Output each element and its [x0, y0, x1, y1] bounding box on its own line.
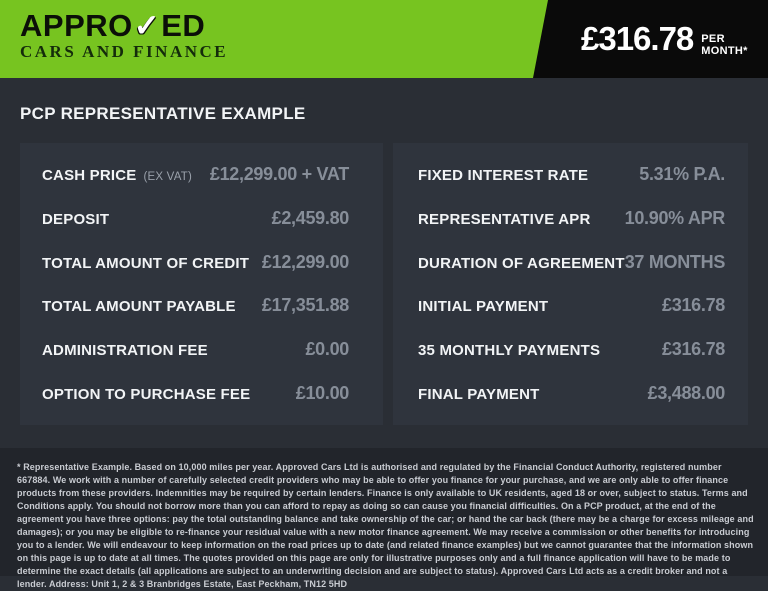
row-label: 35 MONTHLY PAYMENTS — [418, 341, 601, 359]
page-title: PCP REPRESENTATIVE EXAMPLE — [20, 104, 306, 123]
row-label: INITIAL PAYMENT — [418, 298, 549, 316]
row-label: TOTAL AMOUNT PAYABLE — [42, 298, 236, 316]
row-value: 37 MONTHS — [624, 251, 726, 272]
row-value: £3,488.00 — [647, 382, 726, 403]
row-35-monthly-payments: 35 MONTHLY PAYMENTS £316.78 — [393, 339, 748, 360]
row-duration-of-agreement: DURATION OF AGREEMENT 37 MONTHS — [393, 252, 748, 273]
row-total-amount-of-credit: TOTAL AMOUNT OF CREDIT £12,299.00 — [20, 252, 383, 273]
finance-panel-left: CASH PRICE (EX VAT) £12,299.00 + VAT DEPO… — [20, 143, 383, 425]
monthly-price-amount: £316.78 — [581, 20, 694, 57]
row-label: TOTAL AMOUNT OF CREDIT — [42, 254, 250, 272]
row-final-payment: FINAL PAYMENT £3,488.00 — [393, 383, 748, 404]
row-label: DEPOSIT — [42, 210, 110, 228]
main-content: PCP REPRESENTATIVE EXAMPLE CASH PRICE (EX… — [0, 78, 768, 448]
header: APPRO✓ED CARS AND FINANCE £316.78 PER MO… — [0, 0, 768, 78]
row-value: £0.00 — [305, 338, 349, 359]
row-representative-apr: REPRESENTATIVE APR 10.90% APR — [393, 208, 748, 229]
row-label: FINAL PAYMENT — [418, 385, 540, 403]
finance-panel-right: FIXED INTEREST RATE 5.31% P.A. REPRESENT… — [393, 143, 748, 425]
row-value: £17,351.88 — [261, 295, 349, 316]
footer: * Representative Example. Based on 10,00… — [0, 448, 768, 589]
row-cash-price: CASH PRICE (EX VAT) £12,299.00 + VAT — [20, 164, 383, 185]
row-deposit: DEPOSIT £2,459.80 — [20, 208, 383, 229]
monthly-price-suffix: PER MONTH* — [701, 33, 748, 57]
brand-logo-name-post: ED — [161, 8, 206, 43]
finance-panels: CASH PRICE (EX VAT) £12,299.00 + VAT DEPO… — [20, 143, 748, 425]
brand-logo-name-pre: APPRO — [20, 8, 133, 43]
row-value: £12,299.00 + VAT — [209, 164, 349, 185]
row-value: £316.78 — [662, 295, 725, 316]
row-fixed-interest-rate: FIXED INTEREST RATE 5.31% P.A. — [393, 164, 748, 185]
row-value: £12,299.00 — [261, 251, 349, 272]
brand-logo-name: APPRO✓ED — [20, 10, 228, 41]
checkmark-icon: ✓ — [133, 8, 161, 43]
brand-logo: APPRO✓ED CARS AND FINANCE — [20, 10, 228, 60]
row-label: CASH PRICE (EX VAT) — [42, 167, 192, 184]
row-label-text: CASH PRICE — [42, 167, 137, 185]
row-administration-fee: ADMINISTRATION FEE £0.00 — [20, 339, 383, 360]
row-option-to-purchase-fee: OPTION TO PURCHASE FEE £10.00 — [20, 383, 383, 404]
row-total-amount-payable: TOTAL AMOUNT PAYABLE £17,351.88 — [20, 295, 383, 316]
row-value: 5.31% P.A. — [639, 164, 725, 185]
row-initial-payment: INITIAL PAYMENT £316.78 — [393, 295, 748, 316]
row-value: 10.90% APR — [624, 207, 726, 228]
row-label: ADMINISTRATION FEE — [42, 341, 208, 359]
monthly-price-flag: £316.78 PER MONTH* — [533, 0, 768, 78]
row-value: £316.78 — [662, 338, 725, 359]
row-label: FIXED INTEREST RATE — [418, 167, 589, 185]
row-label: OPTION TO PURCHASE FEE — [42, 385, 251, 403]
row-label: REPRESENTATIVE APR — [418, 210, 591, 228]
row-value: £10.00 — [295, 382, 350, 403]
brand-logo-tagline: CARS AND FINANCE — [20, 42, 229, 61]
row-label-note: (EX VAT) — [143, 171, 192, 184]
row-value: £2,459.80 — [271, 207, 350, 228]
legal-disclaimer: * Representative Example. Based on 10,00… — [17, 462, 754, 589]
row-label: DURATION OF AGREEMENT — [418, 254, 625, 272]
